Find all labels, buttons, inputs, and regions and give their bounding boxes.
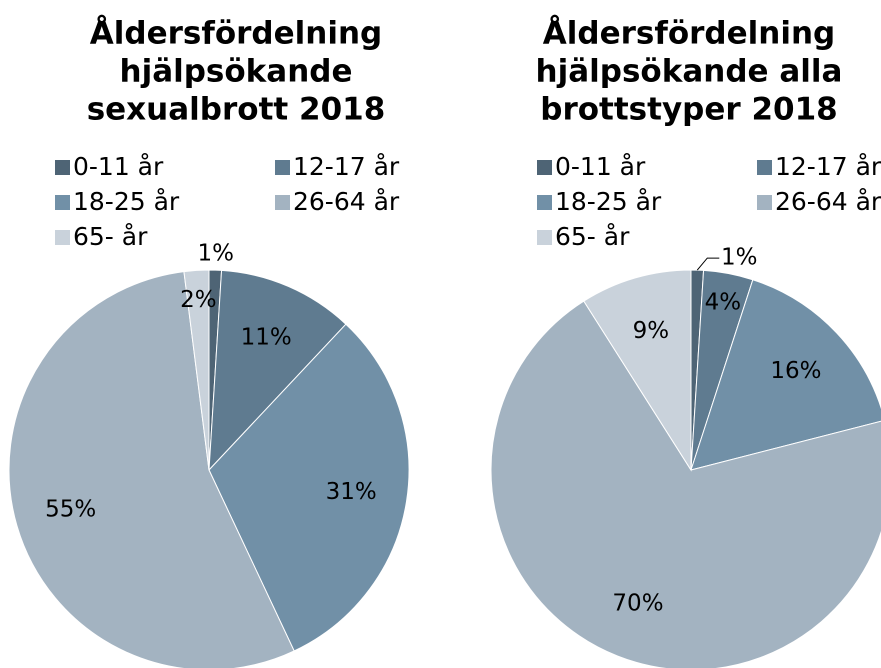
legend-label: 18-25 år (555, 187, 662, 216)
data-label: 70% (612, 590, 663, 616)
data-label: 9% (633, 318, 670, 344)
legend-swatch (537, 230, 552, 245)
pie-slice (583, 269, 692, 472)
data-label: 2% (180, 287, 217, 313)
legend-swatch (55, 195, 70, 210)
legend-label: 12-17 år (775, 152, 881, 181)
pie-slice (208, 269, 347, 472)
data-label: 1% (198, 241, 235, 267)
chart-title: sexualbrott 2018 (87, 92, 386, 128)
legend-swatch (55, 160, 70, 175)
legend-label: 0-11 år (555, 152, 646, 181)
legend-swatch (537, 160, 552, 175)
data-label: 31% (326, 479, 377, 505)
pie-slice (8, 271, 295, 668)
leader-line (696, 257, 720, 271)
data-label: 55% (45, 497, 96, 523)
data-label: 11% (241, 324, 292, 350)
data-label: 1% (721, 245, 758, 271)
chart-title: hjälpsökande alla (536, 54, 843, 90)
chart-title: Åldersfördelning (90, 15, 382, 52)
legend-label: 18-25 år (73, 187, 180, 216)
chart-title: Åldersfördelning (543, 15, 835, 52)
data-label: 16% (770, 358, 821, 384)
legend-label: 26-64 år (293, 187, 400, 216)
chart-title: hjälpsökande (120, 54, 353, 90)
legend-label: 65- år (555, 222, 630, 251)
legend-label: 26-64 år (775, 187, 881, 216)
legend-label: 0-11 år (73, 152, 164, 181)
legend-label: 65- år (73, 222, 148, 251)
data-label: 4% (705, 290, 742, 316)
chart-title: brottstyper 2018 (540, 92, 837, 128)
pie-slice (183, 269, 210, 471)
pie-slice (690, 279, 881, 471)
legend-swatch (537, 195, 552, 210)
legend-label: 12-17 år (293, 152, 400, 181)
legend-swatch (55, 230, 70, 245)
legend-swatch (275, 160, 290, 175)
pie-slice (490, 300, 881, 668)
pie-slice (208, 323, 410, 652)
legend-swatch (757, 160, 772, 175)
legend-swatch (275, 195, 290, 210)
legend-swatch (757, 195, 772, 210)
